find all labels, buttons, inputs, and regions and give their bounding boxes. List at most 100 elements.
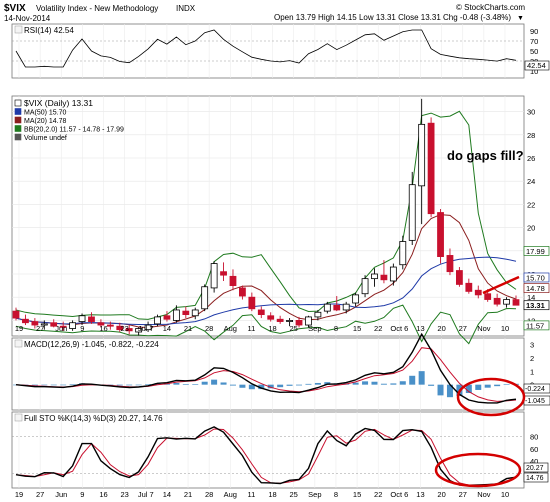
macd-label: MACD(12,26,9) -1.045, -0.822, -0.224: [24, 340, 159, 349]
x-tick-label: 15: [353, 324, 361, 333]
rsi-legend: RSI(14) 42.54: [14, 25, 74, 35]
candle-body: [257, 309, 265, 315]
candle: [78, 313, 86, 326]
x-tick-label: Nov: [477, 324, 491, 333]
macd-tick-label: 3: [530, 341, 534, 350]
candle: [201, 284, 209, 312]
svg-text:20.27: 20.27: [526, 465, 544, 472]
x-tick-label: 23: [120, 490, 128, 499]
macd-histogram-bar: [314, 382, 321, 385]
macd-histogram-bar: [494, 384, 501, 387]
candle: [380, 260, 388, 284]
candle-body: [31, 321, 39, 326]
candle: [210, 261, 218, 293]
candle-body: [503, 299, 510, 305]
annotation-do-gaps-fill: do gaps fill?: [447, 148, 524, 163]
x-tick-label: Jul 7: [138, 324, 154, 333]
rsi-tick-label: 50: [530, 47, 538, 56]
grid-lines: [12, 24, 524, 488]
candle: [135, 327, 143, 336]
rsi-panel: [11, 23, 525, 79]
sto-d-line: [15, 428, 517, 486]
candle-body: [78, 315, 86, 322]
bollinger-lower-line: [15, 304, 517, 345]
watermark: © StockCharts.com: [456, 3, 525, 12]
price-tag-label: 15.70: [526, 273, 545, 282]
candle: [31, 318, 39, 329]
candle: [220, 262, 227, 281]
price-tag-box: [523, 246, 550, 256]
bollinger-upper-line: [15, 110, 517, 320]
candle-body: [493, 297, 501, 305]
candle-body: [88, 316, 95, 322]
candle: [437, 209, 444, 264]
macd-histogram-bar: [50, 384, 57, 386]
candle: [512, 295, 520, 306]
chart-name: Volatility Index - New Methodology: [36, 4, 158, 13]
legend-entry: MA(20) 14.78: [24, 118, 67, 125]
macd-histogram-bar: [286, 384, 293, 386]
macd-histogram-bar: [475, 384, 482, 390]
annotation-arrow-line: [482, 275, 520, 295]
macd-histogram-bar: [296, 384, 303, 386]
legend-swatch: [14, 133, 22, 141]
x-tick-label: Nov: [477, 490, 491, 499]
candle: [88, 312, 95, 324]
candle: [342, 301, 350, 314]
sto-label: Full STO %K(14,3) %D(3) 20.27, 14.76: [24, 414, 163, 423]
x-tick-label: 16: [99, 490, 107, 499]
svg-text:-1.045: -1.045: [525, 398, 545, 405]
macd-histogram-bar: [173, 383, 180, 385]
price-tag-box: [523, 320, 550, 331]
legend-swatch: [14, 108, 22, 115]
candle-body: [323, 303, 331, 312]
candle: [323, 301, 331, 314]
macd-histogram-bar: [428, 384, 435, 386]
x-tick-label: Jun: [55, 324, 67, 333]
macd-histogram-bar: [484, 384, 491, 388]
candle: [465, 278, 473, 294]
candle-body: [361, 278, 369, 295]
candle-body: [125, 328, 133, 332]
x-tick-label: Jul 7: [138, 490, 154, 499]
svg-text:42.54: 42.54: [527, 61, 546, 70]
candle: [389, 263, 397, 286]
candle-body: [314, 311, 322, 318]
candle: [163, 311, 171, 322]
candle-body: [342, 303, 350, 311]
macd-histogram-bar: [192, 384, 199, 385]
candle: [352, 292, 360, 307]
macd-histogram-bar: [41, 384, 48, 386]
x-tick-label: 28: [205, 490, 213, 499]
price-tick-label: 30: [527, 108, 535, 117]
macd-histogram-bar: [31, 384, 38, 386]
candle: [257, 306, 265, 319]
macd-histogram-bar: [239, 384, 246, 388]
candle-body: [437, 212, 444, 258]
candle-body: [276, 318, 284, 322]
candle: [239, 285, 246, 300]
candle-body: [239, 287, 246, 297]
sto-legend: Full STO %K(14,3) %D(3) 20.27, 14.76: [14, 413, 163, 423]
macd-histogram-bar: [248, 384, 255, 390]
candle: [493, 293, 501, 307]
x-tick-label: Sep: [308, 490, 321, 499]
candle: [116, 322, 124, 332]
sto-tags: 20.27 14.76: [523, 462, 549, 483]
x-tick-label: 16: [99, 324, 107, 333]
x-tick-label: 28: [205, 324, 213, 333]
candle: [172, 305, 180, 323]
macd-histogram-bar: [437, 384, 444, 396]
candle: [22, 314, 29, 326]
rsi-line: [15, 29, 517, 68]
candle: [12, 307, 20, 321]
macd-tick-label: 1: [530, 367, 534, 376]
annotation-macd-circle: [456, 377, 526, 417]
candle-body: [69, 322, 77, 329]
macd-histogram-bar: [371, 381, 378, 385]
rsi-tick-label: 90: [530, 27, 538, 36]
candle-body: [50, 322, 58, 327]
macd-histogram-bar: [305, 383, 312, 385]
